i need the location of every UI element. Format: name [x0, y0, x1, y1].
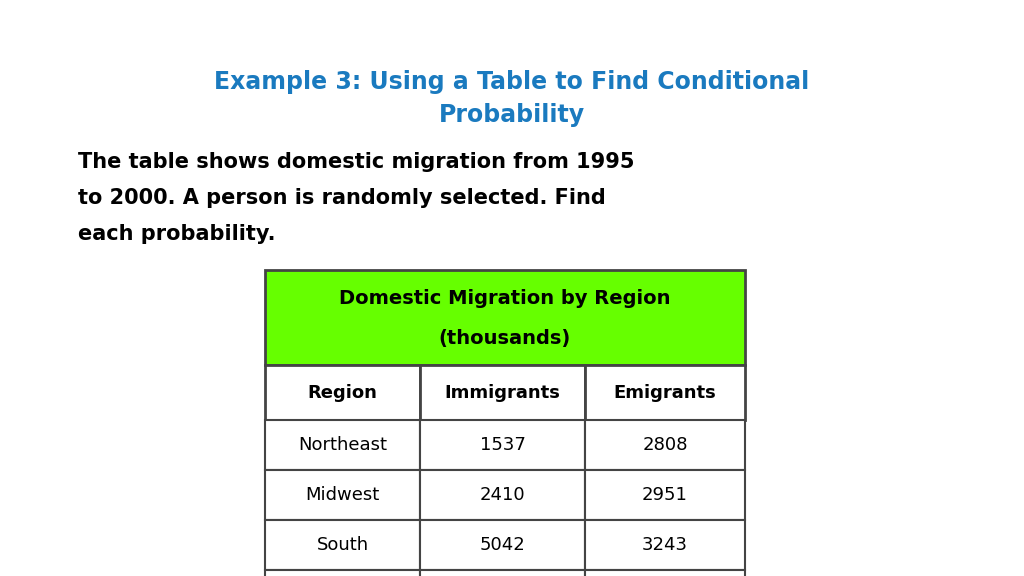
Text: 2410: 2410: [479, 486, 525, 504]
Text: 1537: 1537: [479, 436, 525, 454]
Text: Immigrants: Immigrants: [444, 384, 560, 401]
Bar: [420, 470, 585, 520]
Bar: [265, 570, 420, 576]
Text: Example 3: Using a Table to Find Conditional: Example 3: Using a Table to Find Conditi…: [214, 70, 810, 94]
Text: South: South: [316, 536, 369, 554]
Text: Emigrants: Emigrants: [613, 384, 717, 401]
Text: 2951: 2951: [642, 486, 688, 504]
Bar: [585, 570, 745, 576]
Bar: [585, 520, 745, 570]
Text: 5042: 5042: [479, 536, 525, 554]
Text: 3243: 3243: [642, 536, 688, 554]
Text: Domestic Migration by Region: Domestic Migration by Region: [339, 289, 671, 308]
Bar: [265, 520, 420, 570]
Text: The table shows domestic migration from 1995: The table shows domestic migration from …: [78, 152, 635, 172]
Text: 2808: 2808: [642, 436, 688, 454]
Bar: [265, 470, 420, 520]
Bar: [585, 420, 745, 470]
Text: (thousands): (thousands): [439, 329, 571, 348]
Text: Northeast: Northeast: [298, 436, 387, 454]
Bar: [265, 270, 745, 365]
Bar: [585, 365, 745, 420]
Text: Probability: Probability: [439, 103, 585, 127]
Bar: [420, 365, 585, 420]
Bar: [420, 570, 585, 576]
Text: to 2000. A person is randomly selected. Find: to 2000. A person is randomly selected. …: [78, 188, 606, 208]
Bar: [265, 365, 420, 420]
Bar: [585, 470, 745, 520]
Bar: [265, 420, 420, 470]
Text: Midwest: Midwest: [305, 486, 380, 504]
Text: each probability.: each probability.: [78, 224, 275, 244]
Bar: [420, 520, 585, 570]
Text: Region: Region: [307, 384, 378, 401]
Bar: [420, 420, 585, 470]
